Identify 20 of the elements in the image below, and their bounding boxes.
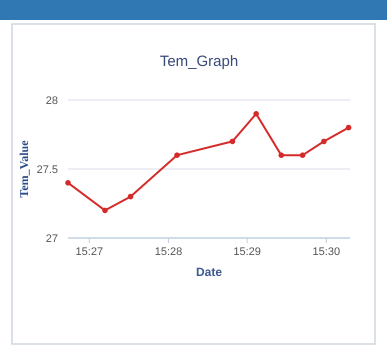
x-tick-label: 15:30 [312, 246, 340, 258]
x-axis-title: Date [196, 265, 222, 279]
x-tick-label: 15:27 [76, 246, 104, 258]
point [65, 180, 71, 186]
y-axis-title: Tem_Value [17, 140, 31, 198]
y-tick-label: 28 [46, 95, 58, 107]
chart-title: Tem_Graph [160, 53, 238, 70]
point [174, 152, 180, 158]
x-tick-label: 15:29 [233, 246, 261, 258]
point [230, 138, 236, 144]
point [346, 124, 352, 130]
point [128, 194, 134, 200]
point [102, 208, 108, 214]
x-tick-label: 15:28 [154, 246, 182, 258]
point [253, 111, 259, 117]
point [321, 138, 327, 144]
point [300, 152, 306, 158]
y-tick-label: 27 [46, 233, 58, 245]
y-tick-label: 27.5 [36, 164, 58, 176]
point [278, 152, 284, 158]
